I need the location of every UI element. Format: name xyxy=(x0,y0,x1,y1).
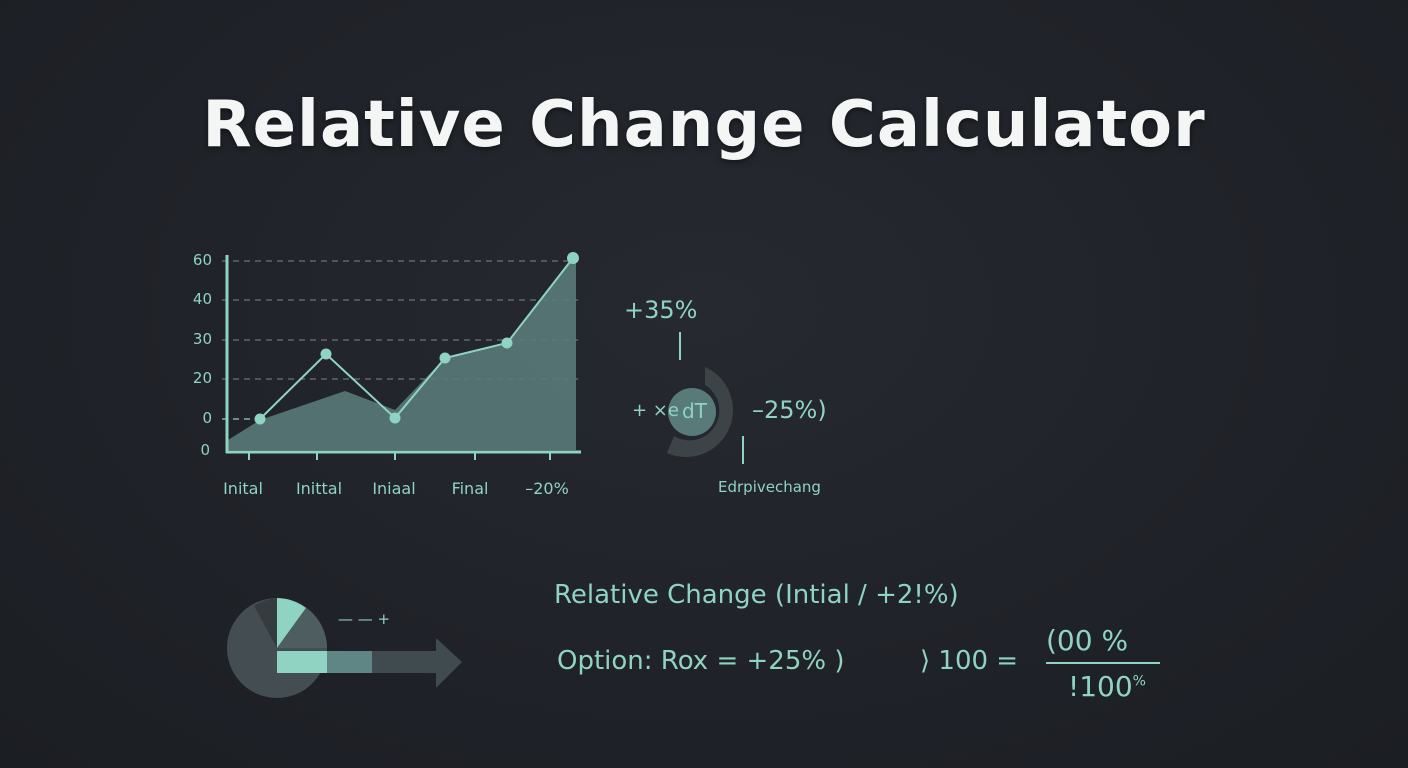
x-axis-label: Final xyxy=(451,479,489,498)
y-tick-label: 0 xyxy=(200,441,210,459)
increase-label: +35% xyxy=(624,296,698,324)
donut-left-label: + ×e xyxy=(632,400,679,421)
line-chart xyxy=(222,252,581,460)
denominator-value: !100 xyxy=(1068,670,1133,703)
y-tick-label: 0 xyxy=(202,409,212,427)
x-axis-label: Inittal xyxy=(295,479,343,498)
decrease-label: –25%) xyxy=(752,396,827,424)
data-points xyxy=(254,252,579,425)
gridlines xyxy=(222,260,578,420)
x-axis-label: –20% xyxy=(525,479,569,498)
page-title: Relative Change Calculator xyxy=(202,88,1206,162)
formula-line: Option: Rox = +25% ) xyxy=(557,646,845,676)
x-axis-label: Inital xyxy=(223,479,263,498)
y-tick-label: 40 xyxy=(192,290,212,308)
x-ticks xyxy=(248,452,551,460)
y-tick-label: 30 xyxy=(192,330,212,348)
formula-heading: Relative Change (Intial / +2!%) xyxy=(554,580,959,610)
y-tick-label: 60 xyxy=(192,251,212,269)
formula-rhs: ⟩ 100 = xyxy=(920,646,1019,676)
fraction-denominator: !100% xyxy=(1068,670,1146,703)
donut-center-label: dT xyxy=(682,399,707,423)
donut-caption: Edrpivechang xyxy=(718,478,821,496)
denominator-sup: % xyxy=(1132,673,1146,690)
data-line xyxy=(259,257,574,420)
fraction-numerator: (00 % xyxy=(1046,624,1129,657)
area-fill xyxy=(228,258,576,450)
sign-indicators: — — + xyxy=(338,610,391,628)
y-tick-label: 20 xyxy=(192,369,212,387)
x-axis-label: Iniaal xyxy=(372,479,416,498)
pie-arrow-graphic xyxy=(227,598,462,698)
donut-indicator xyxy=(667,332,744,464)
